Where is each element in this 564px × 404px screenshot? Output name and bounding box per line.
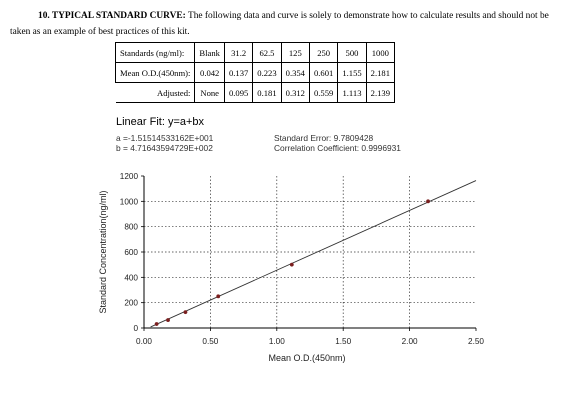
y-tick-label: 200	[124, 299, 138, 308]
fit-coefficient-a: a =-1.51514533162E+001	[116, 133, 214, 143]
fit-line	[150, 180, 477, 328]
x-tick-label: 2.50	[468, 337, 484, 346]
table-cell: 2.139	[365, 82, 396, 103]
x-tick-label: 2.00	[402, 337, 418, 346]
data-point	[289, 262, 294, 267]
chart-axes	[141, 175, 477, 331]
fit-coefficient-b: b = 4.71643594729E+002	[116, 143, 213, 153]
y-tick-label: 0	[133, 324, 138, 333]
chart-tick-labels: 0.00 0.50 1.00 1.50 2.00 2.50 0 200 400 600 800 100…	[120, 172, 485, 346]
y-tick-label: 1000	[120, 197, 139, 206]
section-text: The following data and curve is solely t…	[10, 11, 549, 37]
chart-points	[154, 199, 430, 326]
x-tick-label: 0.50	[202, 337, 218, 346]
fit-correlation-coefficient: Correlation Coefficient: 0.9996931	[274, 143, 401, 153]
fit-standard-error: Standard Error: 9.7809428	[274, 133, 374, 143]
y-axis-label: Standard Concentration(ng/ml)	[98, 190, 108, 313]
row-label-adjusted: Adjusted:	[115, 82, 196, 103]
table-row: Mean O.D.(450nm): 0.042 0.137 0.223 0.35…	[114, 62, 396, 83]
data-point	[216, 294, 221, 299]
standards-table: Standards (ng/ml): Blank 31.2 62.5 125 2…	[114, 42, 396, 103]
x-axis-label: Mean O.D.(450nm)	[268, 353, 345, 363]
chart-fit-line	[150, 180, 477, 328]
data-point	[154, 322, 159, 326]
chart-grid	[144, 176, 476, 328]
table-row: Adjusted: None 0.095 0.181 0.312 0.559 1…	[115, 82, 396, 103]
y-tick-label: 600	[124, 248, 138, 257]
x-tick-label: 0.00	[136, 337, 152, 346]
fit-title: Linear Fit: y=a+bx	[116, 116, 205, 128]
table-cell: None	[194, 82, 225, 103]
data-point	[426, 199, 430, 204]
data-point	[166, 318, 170, 322]
y-tick-label: 800	[124, 223, 138, 232]
data-point	[183, 310, 188, 315]
y-tick-label: 1200	[120, 172, 139, 181]
x-tick-label: 1.00	[269, 337, 285, 346]
section-heading: 10. TYPICAL STANDARD CURVE: The followin…	[10, 8, 558, 40]
x-tick-label: 1.50	[335, 337, 351, 346]
y-tick-label: 400	[124, 273, 138, 282]
section-number-title: 10. TYPICAL STANDARD CURVE:	[38, 11, 186, 21]
